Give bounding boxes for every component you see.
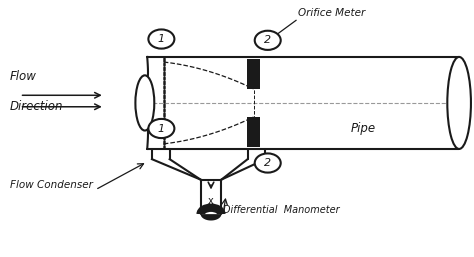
Text: 2: 2 — [264, 35, 271, 45]
Bar — [247, 117, 260, 147]
Text: Flow: Flow — [10, 70, 37, 82]
Text: Flow Condenser: Flow Condenser — [10, 180, 93, 190]
Text: Differential  Manometer: Differential Manometer — [223, 205, 339, 215]
Bar — [247, 59, 260, 89]
Text: 2: 2 — [264, 158, 271, 168]
Text: x: x — [208, 196, 214, 206]
Polygon shape — [201, 214, 221, 221]
Text: Orifice Meter: Orifice Meter — [299, 8, 365, 19]
Text: Pipe: Pipe — [350, 122, 375, 135]
Ellipse shape — [148, 119, 174, 138]
Ellipse shape — [136, 75, 155, 131]
Text: Direction: Direction — [10, 100, 64, 113]
Ellipse shape — [255, 31, 281, 50]
Text: x: x — [208, 201, 214, 212]
Ellipse shape — [148, 30, 174, 49]
Ellipse shape — [255, 153, 281, 173]
Text: 1: 1 — [158, 124, 165, 133]
Text: 1: 1 — [158, 34, 165, 44]
Ellipse shape — [447, 57, 471, 149]
